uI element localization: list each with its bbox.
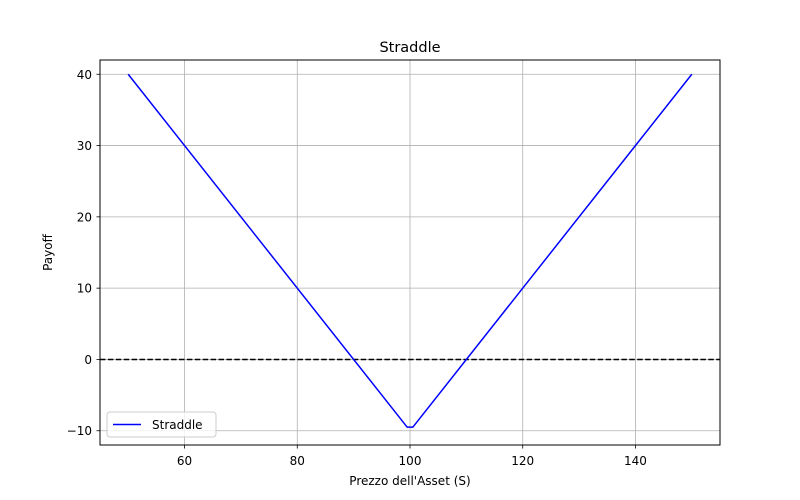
x-tick-label: 140 xyxy=(624,454,647,468)
y-axis: −10 0 10 20 30 40 xyxy=(67,68,100,438)
x-tick-label: 120 xyxy=(511,454,534,468)
y-tick-label: 10 xyxy=(77,282,92,296)
x-tick-label: 80 xyxy=(290,454,305,468)
legend-label: Straddle xyxy=(152,418,203,432)
x-axis-label: Prezzo dell'Asset (S) xyxy=(349,474,470,488)
x-tick-label: 100 xyxy=(399,454,422,468)
grid xyxy=(100,60,720,445)
chart-title: Straddle xyxy=(379,40,440,56)
y-tick-label: 30 xyxy=(77,139,92,153)
y-tick-label: −10 xyxy=(67,424,92,438)
series-line-straddle xyxy=(127,73,693,428)
y-tick-label: 40 xyxy=(77,68,92,82)
plot-area xyxy=(100,73,720,428)
x-tick-label: 60 xyxy=(177,454,192,468)
y-axis-label: Payoff xyxy=(41,233,55,270)
legend-box xyxy=(106,411,217,438)
y-tick-label: 20 xyxy=(77,210,92,224)
y-tick-label: 0 xyxy=(84,353,92,367)
x-axis: 60 80 100 120 140 xyxy=(177,445,647,468)
legend: Straddle xyxy=(106,411,217,438)
